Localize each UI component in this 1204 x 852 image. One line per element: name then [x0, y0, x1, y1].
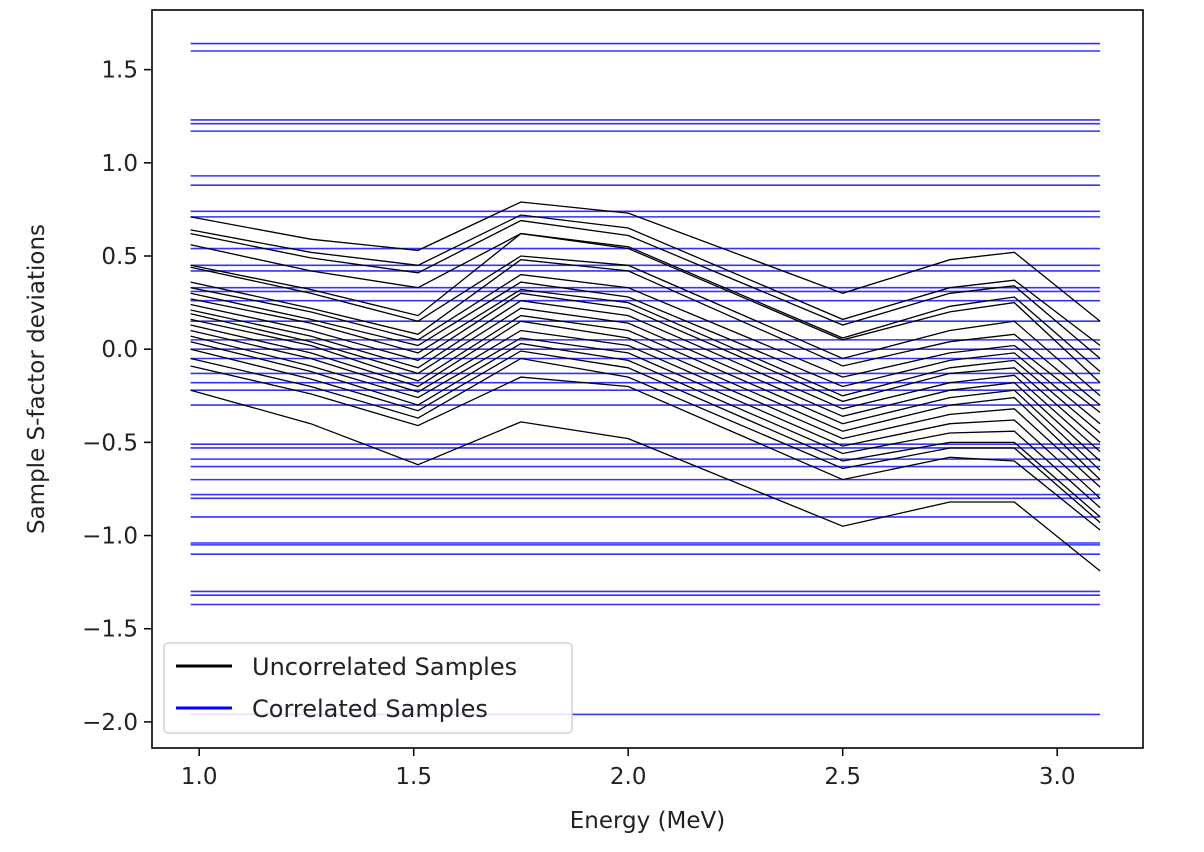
- uncorrelated-sample-line-0: [190, 201, 1101, 322]
- y-tick-label: −0.5: [82, 430, 138, 456]
- uncorrelated-sample-line-15: [190, 329, 1101, 488]
- uncorrelated-sample-line-11: [190, 300, 1101, 453]
- uncorrelated-series-layer: [190, 201, 1101, 572]
- uncorrelated-sample-line-19: [190, 357, 1101, 523]
- uncorrelated-sample-line-14: [190, 320, 1101, 481]
- uncorrelated-sample-line-16: [190, 335, 1101, 499]
- y-axis: 1.5 1.0 0.5 0.0 −0.5 −1.0 −1.5 −2.0: [82, 58, 152, 736]
- x-tick-label: 2.0: [610, 764, 647, 790]
- legend: Uncorrelated Samples Correlated Samples: [163, 642, 573, 734]
- uncorrelated-sample-line-20: [190, 365, 1101, 531]
- uncorrelated-sample-line-2: [190, 219, 1101, 359]
- uncorrelated-sample-line-9: [190, 288, 1101, 434]
- legend-label-uncorrelated: Uncorrelated Samples: [252, 653, 517, 681]
- uncorrelated-sample-line-1: [190, 214, 1101, 347]
- uncorrelated-sample-line-6: [190, 259, 1101, 406]
- uncorrelated-sample-line-5: [190, 255, 1101, 397]
- x-tick-label: 1.5: [395, 764, 432, 790]
- uncorrelated-sample-line-17: [190, 341, 1101, 509]
- y-tick-label: 1.5: [101, 58, 138, 84]
- y-tick-label: −2.0: [82, 710, 138, 736]
- y-tick-label: 0.0: [101, 337, 138, 363]
- legend-label-correlated: Correlated Samples: [252, 695, 488, 723]
- y-tick-label: 0.5: [101, 244, 138, 270]
- uncorrelated-sample-line-21: [190, 389, 1101, 572]
- plot-frame: [151, 9, 1144, 749]
- y-tick-label: −1.0: [82, 524, 138, 550]
- uncorrelated-sample-line-8: [190, 281, 1101, 425]
- x-tick-label: 3.0: [1039, 764, 1076, 790]
- x-axis: 1.0 1.5 2.0 2.5 3.0: [181, 748, 1076, 790]
- y-tick-label: −1.5: [82, 617, 138, 643]
- y-tick-label: 1.0: [101, 151, 138, 177]
- uncorrelated-sample-line-7: [190, 273, 1101, 414]
- correlated-series-layer: [190, 42, 1101, 716]
- uncorrelated-sample-line-10: [190, 292, 1101, 443]
- x-tick-label: 2.5: [824, 764, 861, 790]
- uncorrelated-sample-line-18: [190, 348, 1101, 518]
- x-axis-label: Energy (MeV): [570, 808, 726, 834]
- uncorrelated-sample-line-3: [190, 232, 1101, 372]
- uncorrelated-sample-line-4: [190, 232, 1101, 384]
- uncorrelated-sample-line-12: [190, 307, 1101, 462]
- uncorrelated-sample-line-13: [190, 314, 1101, 471]
- x-tick-label: 1.0: [181, 764, 218, 790]
- y-axis-label: Sample S-factor deviations: [24, 224, 50, 534]
- legend-box: [163, 642, 573, 734]
